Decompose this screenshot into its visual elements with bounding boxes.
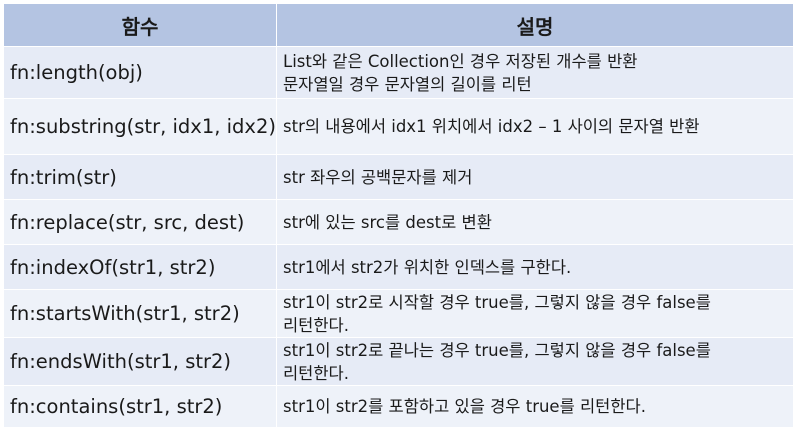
function-cell: fn:indexOf(str1, str2) xyxy=(3,244,277,290)
description-cell: str1이 str2를 포함하고 있을 경우 true를 리턴한다. xyxy=(276,385,794,428)
table-row: fn:substring(str, idx1, idx2) str의 내용에서 … xyxy=(3,98,794,155)
description-line: str에 있는 src를 dest로 변환 xyxy=(283,212,492,232)
function-cell: fn:contains(str1, str2) xyxy=(3,385,277,428)
description-cell: str의 내용에서 idx1 위치에서 idx2 – 1 사이의 문자열 반환 xyxy=(276,98,794,155)
table-row: fn:endsWith(str1, str2) str1이 str2로 끝나는 … xyxy=(3,337,794,386)
table-row: fn:indexOf(str1, str2) str1에서 str2가 위치한 … xyxy=(3,244,794,290)
table-row: fn:length(obj) List와 같은 Collection인 경우 저… xyxy=(3,46,794,99)
description-line: str1이 str2를 포함하고 있을 경우 true를 리턴한다. xyxy=(283,397,646,416)
function-cell: fn:replace(str, src, dest) xyxy=(3,199,277,245)
description-cell: str1이 str2로 끝나는 경우 true를, 그렇지 않을 경우 fals… xyxy=(276,337,794,386)
function-cell: fn:endsWith(str1, str2) xyxy=(3,337,277,386)
description-line: List와 같은 Collection인 경우 저장된 개수를 반환 xyxy=(283,51,638,71)
description-cell: str1이 str2로 시작할 경우 true를, 그렇지 않을 경우 fals… xyxy=(276,289,794,338)
table-row: fn:trim(str) str 좌우의 공백문자를 제거 xyxy=(3,154,794,200)
description-cell: str 좌우의 공백문자를 제거 xyxy=(276,154,794,200)
table-header-row: 함수 설명 xyxy=(3,3,794,47)
description-line: 문자열일 경우 문자열의 길이를 리턴 xyxy=(283,74,532,94)
function-cell: fn:startsWith(str1, str2) xyxy=(3,289,277,338)
description-line: str의 내용에서 idx1 위치에서 idx2 – 1 사이의 문자열 반환 xyxy=(283,117,700,136)
description-cell: str에 있는 src를 dest로 변환 xyxy=(276,199,794,245)
functions-table: 함수 설명 fn:length(obj) List와 같은 Collection… xyxy=(3,3,794,428)
description-cell: str1에서 str2가 위치한 인덱스를 구한다. xyxy=(276,244,794,290)
description-line: 리턴한다. xyxy=(283,315,349,335)
description-line: str 좌우의 공백문자를 제거 xyxy=(283,167,473,187)
function-cell: fn:trim(str) xyxy=(3,154,277,200)
description-line: 리턴한다. xyxy=(283,363,349,383)
function-cell: fn:length(obj) xyxy=(3,46,277,99)
header-function: 함수 xyxy=(3,3,277,47)
table-row: fn:contains(str1, str2) str1이 str2를 포함하고… xyxy=(3,385,794,428)
function-cell: fn:substring(str, idx1, idx2) xyxy=(3,98,277,155)
table-row: fn:startsWith(str1, str2) str1이 str2로 시작… xyxy=(3,289,794,338)
description-cell: List와 같은 Collection인 경우 저장된 개수를 반환 문자열일 … xyxy=(276,46,794,99)
table-row: fn:replace(str, src, dest) str에 있는 src를 … xyxy=(3,199,794,245)
description-line: str1이 str2로 끝나는 경우 true를, 그렇지 않을 경우 fals… xyxy=(283,340,711,360)
description-line: str1이 str2로 시작할 경우 true를, 그렇지 않을 경우 fals… xyxy=(283,292,711,312)
description-line: str1에서 str2가 위치한 인덱스를 구한다. xyxy=(283,257,572,277)
header-description: 설명 xyxy=(276,3,794,47)
